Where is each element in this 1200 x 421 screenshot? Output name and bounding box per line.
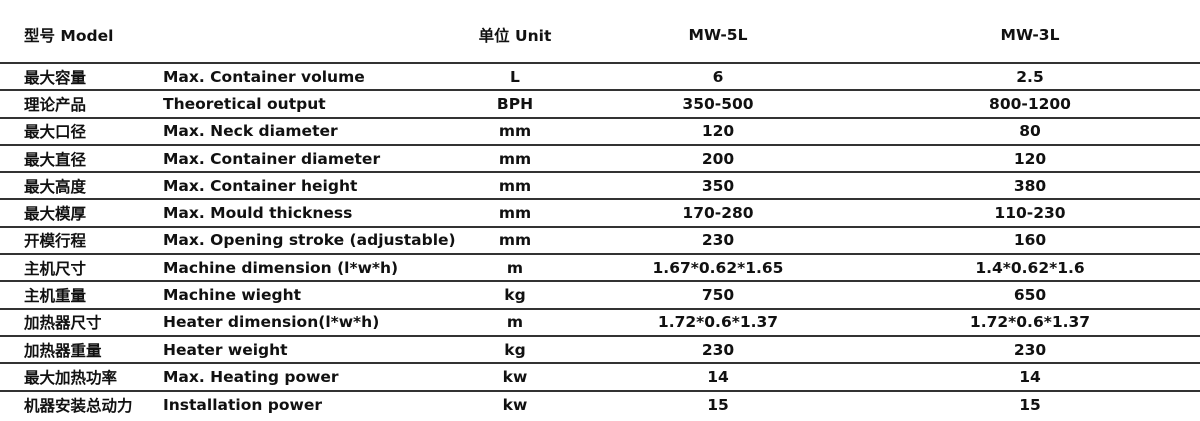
cell-en: Machine wieght [163,286,302,305]
cell-v2: 80 [1019,122,1041,141]
table-row: 最大容量 Max. Container volume L 6 2.5 [0,64,1200,92]
header-mw5l: MW-5L [688,26,748,44]
cell-cn: 开模行程 [24,232,87,251]
cell-unit: m [506,258,524,277]
header-model: 型号 Model [24,27,114,45]
table-row: 最大高度 Max. Container height mm 350 380 [0,173,1200,201]
cell-unit: mm [498,149,532,168]
table-row: 主机重量 Machine wieght kg 750 650 [0,282,1200,310]
cell-unit: m [506,313,524,332]
table-row: 最大直径 Max. Container diameter mm 200 120 [0,146,1200,174]
table-row: 主机尺寸 Machine dimension (l*w*h) m 1.67*0.62*… [0,255,1200,283]
cell-v1: 350 [701,176,735,195]
cell-v2: 14 [1019,367,1041,386]
cell-v1: 1.72*0.6*1.37 [657,313,779,332]
cell-v2: 15 [1019,396,1041,415]
cell-cn: 机器安装总动力 [24,397,133,416]
cell-v1: 120 [701,122,735,141]
cell-v1: 750 [701,286,735,305]
cell-v2: 120 [1013,149,1047,168]
cell-v1: 230 [701,231,735,250]
header-unit: 单位 Unit [478,27,552,45]
cell-en: Max. Mould thickness [163,204,353,223]
cell-cn: 最大直径 [24,150,87,169]
cell-v1: 230 [701,340,735,359]
table-row: 最大加热功率 Max. Heating power kw 14 14 [0,364,1200,392]
cell-v2: 1.4*0.62*1.6 [975,258,1085,277]
cell-v1: 350-500 [682,94,754,113]
table-row: 加热器重量 Heater weight kg 230 230 [0,337,1200,365]
cell-v2: 650 [1013,286,1047,305]
table-body: 最大容量 Max. Container volume L 6 2.5 理论产品 Theore… [0,64,1200,419]
cell-cn: 最大加热功率 [24,368,118,387]
cell-unit: kg [504,286,526,305]
cell-en: Heater dimension(l*w*h) [163,313,380,332]
cell-v2: 1.72*0.6*1.37 [969,313,1091,332]
cell-en: Max. Neck diameter [163,122,338,141]
cell-en: Installation power [163,396,323,415]
cell-cn: 最大高度 [24,177,87,196]
cell-v2: 110-230 [994,204,1066,223]
cell-v2: 2.5 [1016,67,1044,86]
cell-unit: mm [498,122,532,141]
cell-en: Theoretical output [163,94,326,113]
table-row: 开模行程 Max. Opening stroke (adjustable) mm 23… [0,228,1200,256]
cell-v1: 1.67*0.62*1.65 [652,258,784,277]
cell-en: Max. Container height [163,176,358,195]
cell-unit: mm [498,204,532,223]
cell-unit: kg [504,340,526,359]
cell-cn: 主机尺寸 [24,259,87,278]
header-mw3l: MW-3L [1000,26,1060,44]
cell-v1: 15 [707,396,729,415]
table-row: 最大模厚 Max. Mould thickness mm 170-280 110-230 [0,200,1200,228]
table-row: 加热器尺寸 Heater dimension(l*w*h) m 1.72*0.6*1.… [0,310,1200,337]
cell-v2: 160 [1013,231,1047,250]
cell-en: Max. Heating power [163,367,339,386]
table-header: 型号 Model 单位 Unit MW-5L MW-3L [0,0,1200,64]
cell-cn: 加热器尺寸 [24,314,102,333]
cell-en: Max. Container volume [163,67,365,86]
cell-unit: mm [498,176,532,195]
cell-v2: 800-1200 [989,94,1071,113]
cell-en: Heater weight [163,340,288,359]
cell-cn: 加热器重量 [24,341,102,360]
cell-v2: 230 [1013,340,1047,359]
cell-v1: 200 [701,149,735,168]
cell-unit: BPH [496,94,534,113]
cell-en: Machine dimension (l*w*h) [163,258,399,277]
cell-cn: 最大口径 [24,123,87,142]
cell-unit: L [510,67,520,86]
cell-cn: 最大模厚 [24,205,87,224]
cell-en: Max. Container diameter [163,149,381,168]
cell-en: Max. Opening stroke (adjustable) [163,231,456,250]
cell-unit: kw [502,396,528,415]
table-row: 理论产品 Theoretical output BPH 350-500 800-1200 [0,91,1200,119]
cell-cn: 理论产品 [24,95,87,114]
cell-v2: 380 [1013,176,1047,195]
cell-v1: 14 [707,367,729,386]
cell-v1: 170-280 [682,204,754,223]
cell-unit: kw [502,367,528,386]
cell-cn: 主机重量 [24,287,87,306]
cell-v1: 6 [712,67,724,86]
table-row: 机器安装总动力 Installation power kw 15 15 [0,392,1200,419]
table-row: 最大口径 Max. Neck diameter mm 120 80 [0,119,1200,146]
cell-cn: 最大容量 [24,68,87,87]
cell-unit: mm [498,231,532,250]
